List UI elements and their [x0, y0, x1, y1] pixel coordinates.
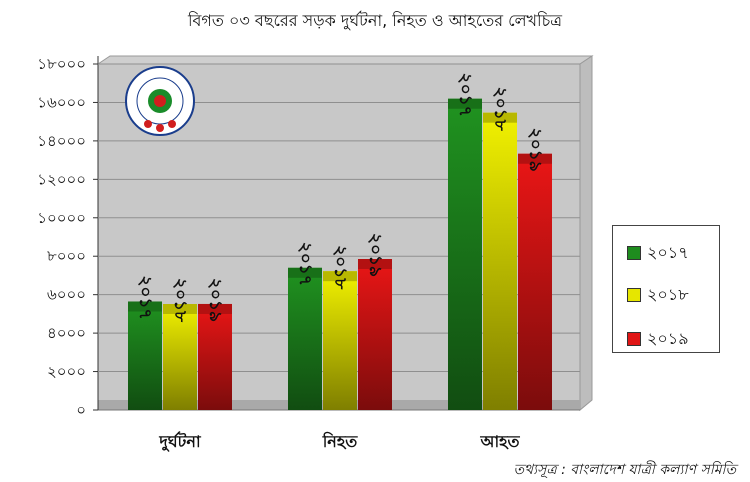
legend-item-2018: ২০১৮	[627, 285, 689, 304]
x-tick-label: দুর্ঘটনা	[158, 431, 202, 452]
legend-item-2017: ২০১৭	[627, 243, 689, 262]
data-label: ২০১৯	[525, 128, 545, 172]
y-tick-label: ০	[76, 401, 86, 419]
x-tick-label: নিহত	[322, 431, 359, 451]
bar-cap	[518, 153, 552, 164]
y-tick-label: ১০০০০	[37, 209, 86, 227]
data-label: ২০১৯	[205, 278, 225, 322]
y-tick-label: ২০০০	[47, 363, 86, 381]
chart-title: বিগত ০৩ বছরের সড়ক দুর্ঘটনা, নিহত ও আহতে…	[187, 11, 563, 30]
y-tick-label: ১৮০০০	[37, 55, 86, 73]
legend-label: ২০১৮	[647, 284, 689, 304]
y-tick-label: ১৬০০০	[37, 93, 86, 111]
bar-cap	[358, 259, 392, 270]
bar	[448, 98, 482, 410]
data-label: ২০১৮	[490, 87, 510, 132]
bar-cap	[163, 304, 197, 315]
y-tick-label: ৬০০০	[47, 286, 86, 304]
bar	[163, 304, 197, 410]
legend-swatch-2017	[627, 246, 641, 260]
y-tick-label: ১৪০০০	[37, 132, 86, 150]
data-label: ২০১৭	[135, 275, 155, 319]
bar-cap	[198, 303, 232, 314]
bar	[128, 301, 162, 410]
data-label: ২০১৯	[365, 233, 385, 277]
bar	[518, 153, 552, 411]
source-note: তথ্যসূত্র : বাংলাদেশ যাত্রী কল্যাণ সমিতি	[513, 462, 736, 478]
bar-cap	[323, 271, 357, 282]
bar	[483, 112, 517, 411]
bar-cap	[448, 98, 482, 109]
legend-swatch-2018	[627, 288, 641, 302]
logo	[125, 66, 195, 136]
data-label: ২০১৭	[455, 73, 475, 117]
bar	[198, 303, 232, 410]
y-tick-label: ৪০০০	[47, 324, 86, 342]
x-tick-label: আহত	[479, 432, 520, 451]
y-tick-label: ১২০০০	[37, 170, 86, 188]
data-label: ২০১৮	[170, 278, 190, 323]
bar-cap	[483, 112, 517, 123]
bar	[358, 259, 392, 410]
bar-cap	[288, 267, 322, 278]
legend-label: ২০১৭	[647, 242, 689, 262]
bar-cap	[128, 301, 162, 312]
legend: ২০১৭ ২০১৮ ২০১৯	[612, 225, 720, 353]
data-label: ২০১৮	[330, 245, 350, 290]
legend-swatch-2019	[627, 332, 641, 346]
legend-item-2019: ২০১৯	[627, 329, 689, 348]
y-tick-label: ৮০০০	[47, 247, 86, 265]
legend-label: ২০১৯	[647, 328, 689, 348]
bar	[323, 271, 357, 410]
bar	[288, 267, 322, 410]
data-label: ২০১৭	[295, 242, 315, 286]
